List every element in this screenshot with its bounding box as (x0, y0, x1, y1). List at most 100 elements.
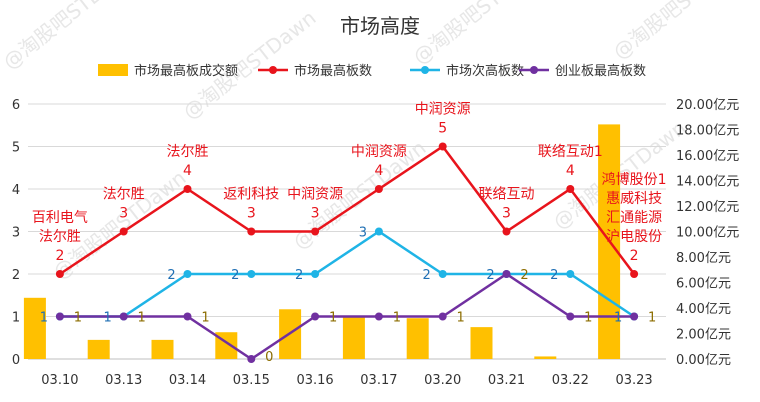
gem-highest-label: 1 (584, 311, 592, 326)
market-highest-stock-name: 联络互动1 (538, 144, 603, 160)
second-highest-point (183, 270, 192, 278)
legend: 市场最高板成交额 市场最高板数 市场次高板数 创业板最高板数 (98, 63, 646, 79)
right-tick-label: 10.00亿元 (676, 226, 739, 241)
market-highest-point (566, 185, 575, 193)
market-highest-stock-name: 百利电气 (32, 210, 88, 226)
x-tick-label: 03.16 (296, 373, 333, 388)
left-tick-label: 1 (12, 311, 20, 326)
legend-entry: 市场最高板数 (294, 63, 372, 79)
gem-highest-label: 1 (138, 311, 146, 326)
gem-highest-label: 1 (201, 311, 209, 326)
market-highest-point (311, 227, 320, 236)
legend-entry: 市场次高板数 (446, 63, 524, 79)
gem-highest-line (59, 272, 635, 361)
market-highest-count: 3 (119, 206, 128, 222)
right-tick-label: 0.00亿元 (676, 353, 731, 368)
legend-swatch-bar (98, 64, 128, 76)
market-highest-count: 2 (55, 248, 64, 264)
right-tick-label: 14.00亿元 (676, 175, 739, 190)
market-highest-stock-name: 法尔胜 (39, 229, 81, 245)
x-tick-label: 03.17 (360, 373, 397, 388)
market-highest-point (55, 270, 64, 278)
x-axis: 03.10 03.13 03.14 03.15 03.16 03.17 03.20 03.21… (41, 373, 652, 388)
legend-swatch-marker (269, 66, 277, 74)
market-highest-point (374, 185, 383, 193)
legend-entry: 市场最高板成交额 (134, 63, 238, 79)
left-tick-label: 0 (12, 353, 20, 368)
bar-turnover (342, 315, 365, 359)
right-tick-label: 2.00亿元 (676, 328, 731, 343)
second-highest-label: 2 (295, 268, 303, 283)
gem-highest-label: 1 (74, 311, 82, 326)
left-tick-label: 5 (12, 141, 20, 156)
gem-highest-label: 2 (520, 268, 528, 283)
second-highest-label: 1 (40, 311, 48, 326)
bar-turnover (406, 318, 429, 359)
gem-highest-label: 1 (457, 311, 465, 326)
left-tick-label: 4 (12, 183, 20, 198)
x-tick-label: 03.23 (615, 373, 652, 388)
second-highest-line (59, 229, 635, 318)
gem-highest-label: 0 (265, 350, 273, 365)
gem-highest-point (502, 270, 511, 278)
second-highest-label: 2 (231, 268, 239, 283)
second-highest-point (374, 227, 383, 236)
market-highest-stock-name: 法尔胜 (167, 144, 209, 160)
market-highest-point (502, 227, 511, 236)
gem-highest-label: 1 (393, 311, 401, 326)
right-tick-label: 8.00亿元 (676, 251, 731, 266)
market-highest-count: 5 (438, 121, 447, 137)
market-highest-count: 4 (183, 163, 192, 179)
market-highest-count: 3 (502, 206, 511, 222)
market-highest-stock-name: 联络互动 (479, 187, 535, 203)
second-highest-label: 3 (359, 226, 367, 241)
market-highest-line (59, 144, 636, 276)
gem-highest-point (630, 312, 639, 321)
bar-turnover (534, 356, 557, 359)
x-tick-label: 03.20 (424, 373, 461, 388)
right-tick-label: 18.00亿元 (676, 124, 739, 139)
gem-highest-point (119, 312, 128, 321)
second-highest-label: 2 (486, 268, 494, 283)
x-tick-label: 03.13 (105, 373, 142, 388)
second-highest-point (247, 270, 256, 278)
market-highest-point (183, 185, 192, 193)
second-highest-label: 2 (550, 268, 558, 283)
watermark-text: @淘股吧STDawn (408, 0, 550, 69)
market-highest-stock-name: 鸿博股份1 (602, 171, 667, 188)
legend-swatch-marker (530, 66, 538, 74)
right-tick-label: 4.00亿元 (676, 302, 731, 317)
gem-highest-point (566, 312, 575, 321)
gem-highest-point (247, 355, 256, 363)
market-highest-stock-name: 汇通能源 (606, 210, 662, 226)
market-highest-count: 4 (374, 163, 383, 179)
second-highest-label: 1 (614, 311, 622, 326)
market-highest-stock-name: 惠威科技 (606, 191, 662, 207)
right-tick-label: 16.00亿元 (676, 149, 739, 164)
gem-highest-point (55, 312, 64, 321)
second-highest-point (438, 270, 447, 278)
gem-highest-point (183, 312, 192, 321)
market-highest-stock-name: 中润资源 (287, 187, 343, 203)
second-highest-point (566, 270, 575, 278)
market-highest-stock-name: 沪电股份 (606, 229, 662, 245)
x-tick-label: 03.15 (233, 373, 270, 388)
gem-highest-point (438, 312, 447, 321)
chart-title: 市场高度 (340, 14, 420, 38)
x-tick-label: 03.21 (488, 373, 525, 388)
legend-swatch-marker (421, 66, 429, 74)
gem-highest-label: 1 (648, 311, 656, 326)
right-tick-label: 6.00亿元 (676, 277, 731, 292)
bar-turnover (470, 327, 493, 359)
watermark-text: @淘股吧STDawn (608, 0, 750, 64)
second-highest-label: 1 (104, 311, 112, 326)
market-highest-count: 3 (311, 206, 320, 222)
x-tick-label: 03.22 (552, 373, 589, 388)
market-highest-point (438, 142, 447, 151)
watermark-text: @淘股吧STDawn (0, 0, 140, 74)
second-highest-point (311, 270, 320, 278)
market-highest-point (247, 227, 256, 236)
x-tick-label: 03.14 (169, 373, 206, 388)
second-highest-label: 2 (423, 268, 431, 283)
